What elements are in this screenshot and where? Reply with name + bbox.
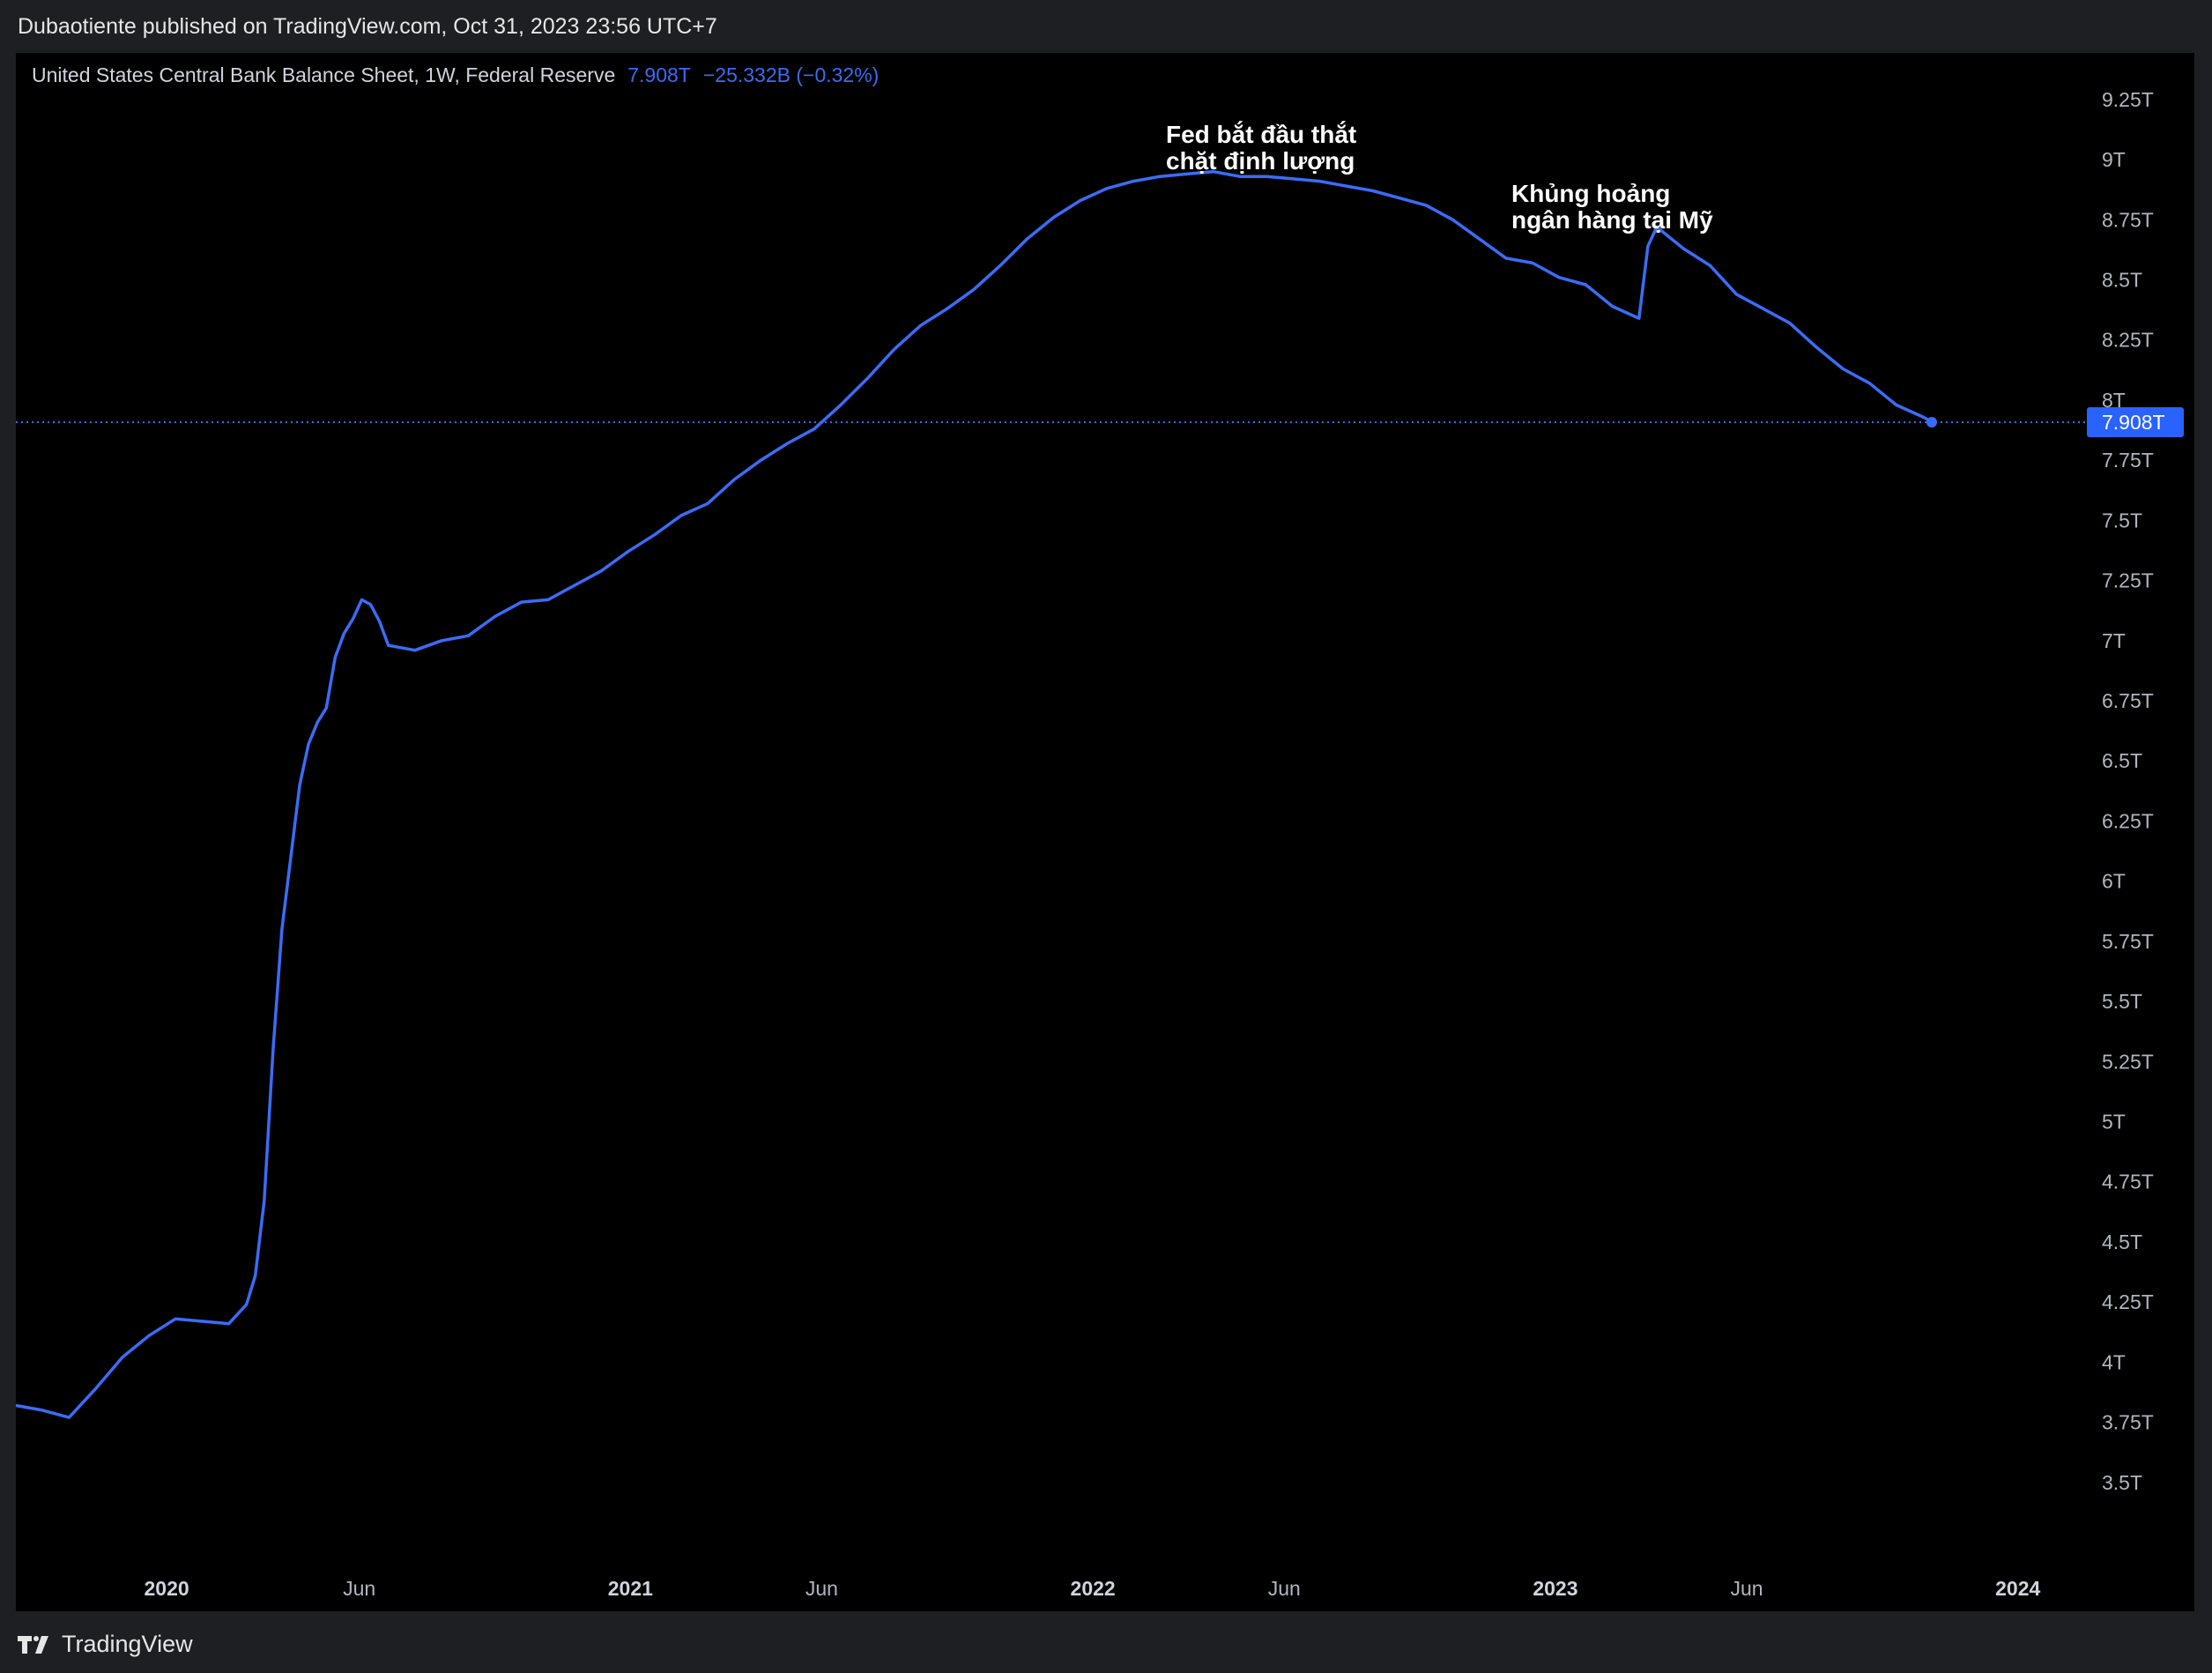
chart-canvas[interactable]: 3.5T 3.75T 4T 4.25T 4.5T 4.75T 5T 5.25T 5.5T 5.75… — [16, 53, 2194, 1611]
publisher-text: Dubaotiente published on TradingView.com… — [18, 14, 717, 39]
x-tick-label: 2023 — [1533, 1577, 1577, 1600]
y-tick-label: 3.75T — [2102, 1411, 2154, 1434]
y-tick-label: 8.75T — [2102, 208, 2154, 231]
y-tick-label: 7T — [2102, 629, 2126, 652]
y-tick-label: 7.5T — [2102, 509, 2142, 532]
x-tick-label: 2022 — [1071, 1577, 1116, 1600]
y-tick-label: 3.5T — [2102, 1471, 2142, 1494]
y-tick-label: 8.25T — [2102, 329, 2154, 352]
x-axis[interactable]: 2020 Jun 2021 Jun 2022 Jun 2023 Jun 2024 — [145, 1577, 2041, 1600]
annotation-qt-start[interactable]: Fed bắt đầu thắt chặt định lượng — [1166, 122, 1356, 175]
y-axis[interactable]: 3.5T 3.75T 4T 4.25T 4.5T 4.75T 5T 5.25T 5.5T 5.75… — [2102, 53, 2154, 1494]
annotation-line: chặt định lượng — [1166, 147, 1355, 175]
y-tick-label: 5.5T — [2102, 990, 2142, 1013]
y-tick-label: 7.25T — [2102, 569, 2154, 592]
y-tick-label: 4.75T — [2102, 1171, 2154, 1193]
tradingview-brand[interactable]: TradingView — [18, 1631, 193, 1658]
y-tick-label: 6.25T — [2102, 809, 2154, 832]
x-tick-label: 2021 — [608, 1577, 653, 1600]
legend-last-value: 7.908T — [627, 63, 691, 86]
y-tick-label: 6.75T — [2102, 689, 2154, 712]
y-tick-label: 4.25T — [2102, 1290, 2154, 1313]
footer: TradingView — [0, 1611, 2212, 1673]
header-bar: Dubaotiente published on TradingView.com… — [0, 0, 2212, 53]
y-tick-label: 9.25T — [2102, 88, 2154, 111]
series-line[interactable] — [16, 169, 1933, 1419]
annotation-line: ngân hàng tại Mỹ — [1511, 206, 1713, 234]
tradingview-brand-text: TradingView — [62, 1631, 193, 1657]
x-tick-label: Jun — [343, 1577, 375, 1600]
annotation-line: Khủng hoảng — [1511, 180, 1671, 207]
y-tick-label: 4.5T — [2102, 1231, 2142, 1253]
legend-series-name: United States Central Bank Balance Sheet… — [32, 63, 616, 86]
y-tick-label: 6T — [2102, 870, 2126, 893]
y-tick-label: 4T — [2102, 1350, 2126, 1373]
x-tick-label: Jun — [1730, 1577, 1763, 1600]
price-tag: 7.908T — [2087, 407, 2184, 438]
y-tick-label: 9T — [2102, 148, 2126, 171]
chart-frame[interactable]: 3.5T 3.75T 4T 4.25T 4.5T 4.75T 5T 5.25T 5.5T 5.75… — [16, 53, 2194, 1611]
annotation-line: Fed bắt đầu thắt — [1166, 121, 1357, 148]
y-tick-label: 8.5T — [2102, 269, 2142, 292]
x-tick-label: Jun — [805, 1577, 838, 1600]
annotation-bank-crisis[interactable]: Khủng hoảng ngân hàng tại Mỹ — [1511, 181, 1713, 234]
tradingview-logo-icon — [18, 1635, 48, 1654]
chart-legend[interactable]: United States Central Bank Balance Sheet… — [32, 63, 879, 87]
y-tick-label: 6.5T — [2102, 749, 2142, 772]
x-tick-label: 2024 — [1995, 1577, 2040, 1600]
y-tick-label: 5T — [2102, 1111, 2126, 1134]
price-tag-text: 7.908T — [2102, 411, 2165, 434]
legend-change: −25.332B (−0.32%) — [702, 63, 880, 86]
y-tick-label: 7.75T — [2102, 449, 2154, 472]
x-tick-label: Jun — [1268, 1577, 1301, 1600]
y-tick-label: 5.25T — [2102, 1050, 2154, 1073]
x-tick-label: 2020 — [145, 1577, 189, 1600]
y-tick-label: 5.75T — [2102, 930, 2154, 953]
last-point — [1926, 417, 1937, 428]
